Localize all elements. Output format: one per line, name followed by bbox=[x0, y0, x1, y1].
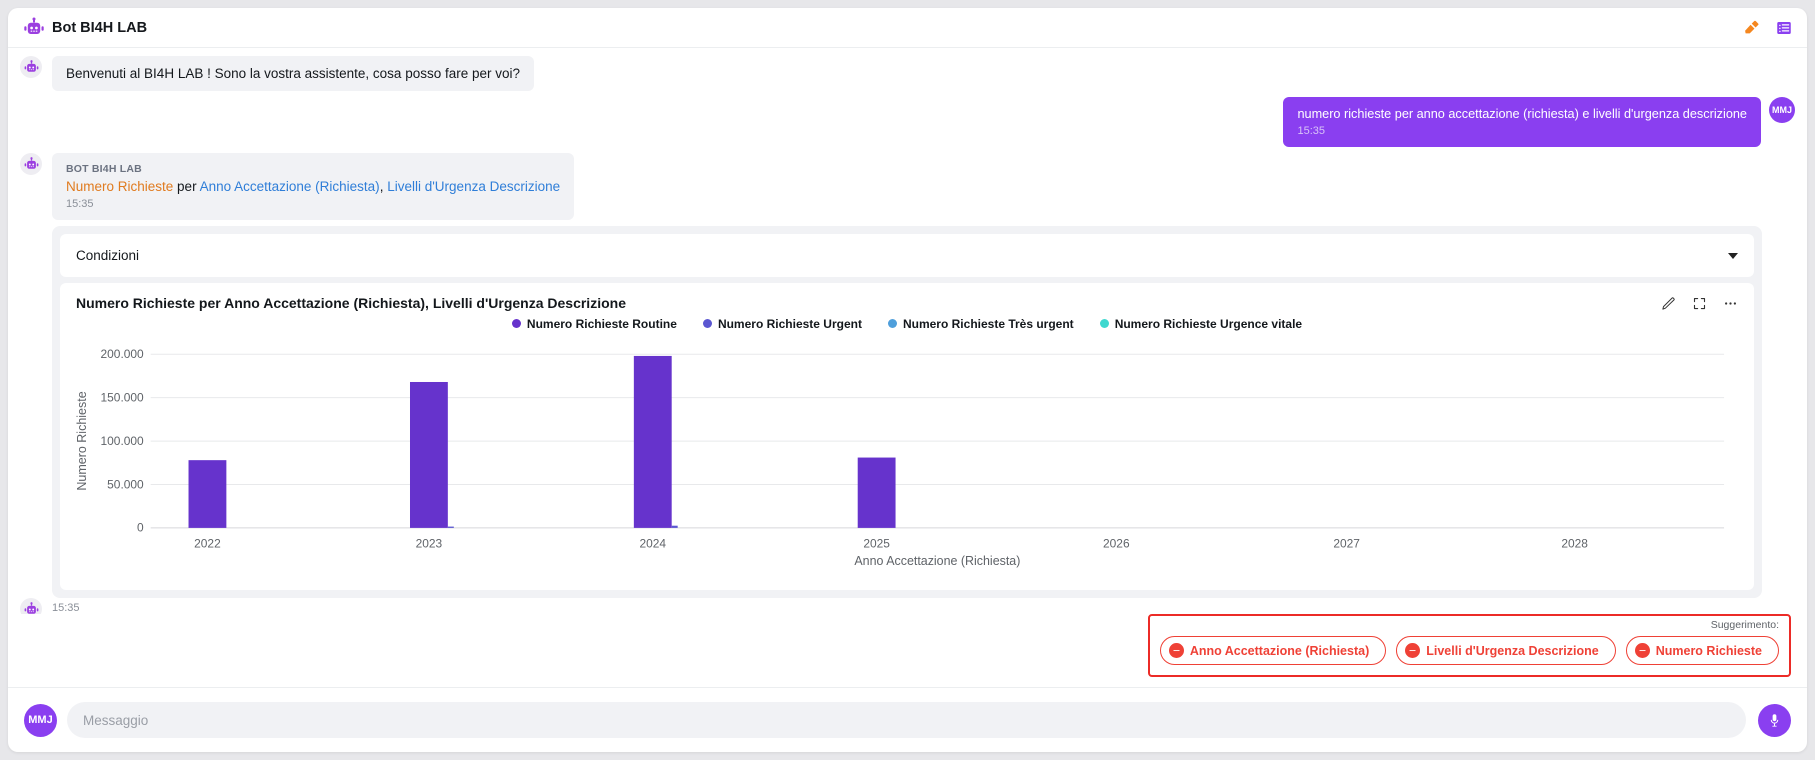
svg-text:2028: 2028 bbox=[1561, 536, 1588, 550]
svg-text:150.000: 150.000 bbox=[101, 390, 145, 404]
svg-text:2026: 2026 bbox=[1103, 536, 1130, 550]
svg-text:2024: 2024 bbox=[639, 536, 666, 550]
svg-text:100.000: 100.000 bbox=[101, 434, 145, 448]
svg-text:2023: 2023 bbox=[416, 536, 443, 550]
svg-text:0: 0 bbox=[137, 521, 144, 535]
svg-text:Numero Richieste: Numero Richieste bbox=[76, 391, 89, 490]
svg-text:50.000: 50.000 bbox=[107, 477, 144, 491]
svg-text:Anno Accettazione (Richiesta): Anno Accettazione (Richiesta) bbox=[854, 554, 1020, 568]
svg-text:200.000: 200.000 bbox=[101, 347, 145, 361]
svg-text:2025: 2025 bbox=[863, 536, 890, 550]
svg-text:2027: 2027 bbox=[1333, 536, 1360, 550]
svg-text:2022: 2022 bbox=[194, 536, 221, 550]
